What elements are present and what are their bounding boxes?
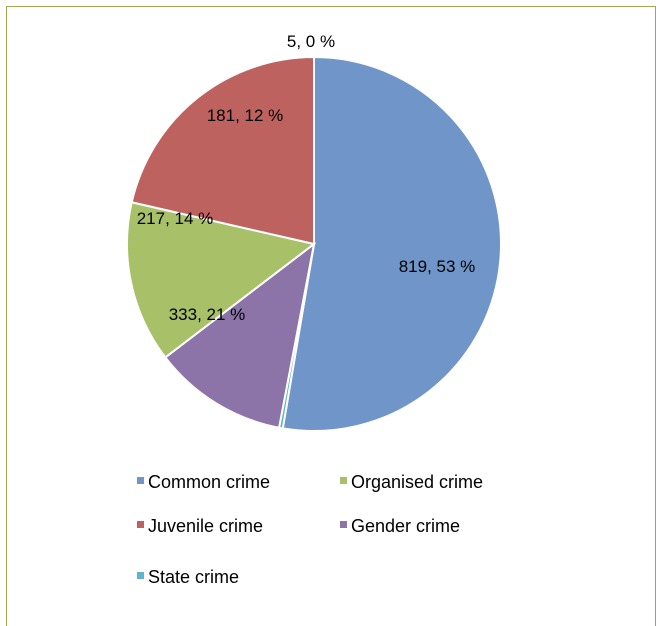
legend: Common crime Organised crime Juvenile crim… bbox=[137, 472, 483, 587]
legend-swatch-state-crime bbox=[137, 572, 144, 579]
legend-swatch-organised-crime bbox=[340, 477, 347, 484]
slice-label-gender-crime: 181, 12 % bbox=[207, 106, 284, 125]
pie-slice-common-crime bbox=[281, 55, 502, 432]
legend-label-gender-crime: Gender crime bbox=[351, 516, 460, 536]
pie-slice-gender-crime bbox=[163, 241, 316, 429]
pie-slice-juvenile-crime bbox=[130, 55, 315, 246]
pie-slice-organised-crime bbox=[126, 201, 317, 359]
slice-label-juvenile-crime: 333, 21 % bbox=[169, 305, 246, 324]
legend-label-state-crime: State crime bbox=[148, 567, 239, 587]
legend-swatch-gender-crime bbox=[340, 521, 347, 528]
slice-label-state-crime: 5, 0 % bbox=[287, 32, 335, 51]
legend-swatch-juvenile-crime bbox=[137, 521, 144, 528]
pie-slices bbox=[126, 55, 502, 432]
legend-label-juvenile-crime: Juvenile crime bbox=[148, 516, 263, 536]
legend-swatch-common-crime bbox=[137, 477, 144, 484]
slice-label-organised-crime: 217, 14 % bbox=[137, 209, 214, 228]
pie-slice-labels: 819, 53 % 5, 0 % 181, 12 % 217, 14 % 333, 21… bbox=[137, 32, 476, 324]
slice-label-common-crime: 819, 53 % bbox=[399, 257, 476, 276]
legend-label-common-crime: Common crime bbox=[148, 472, 270, 492]
legend-label-organised-crime: Organised crime bbox=[351, 472, 483, 492]
